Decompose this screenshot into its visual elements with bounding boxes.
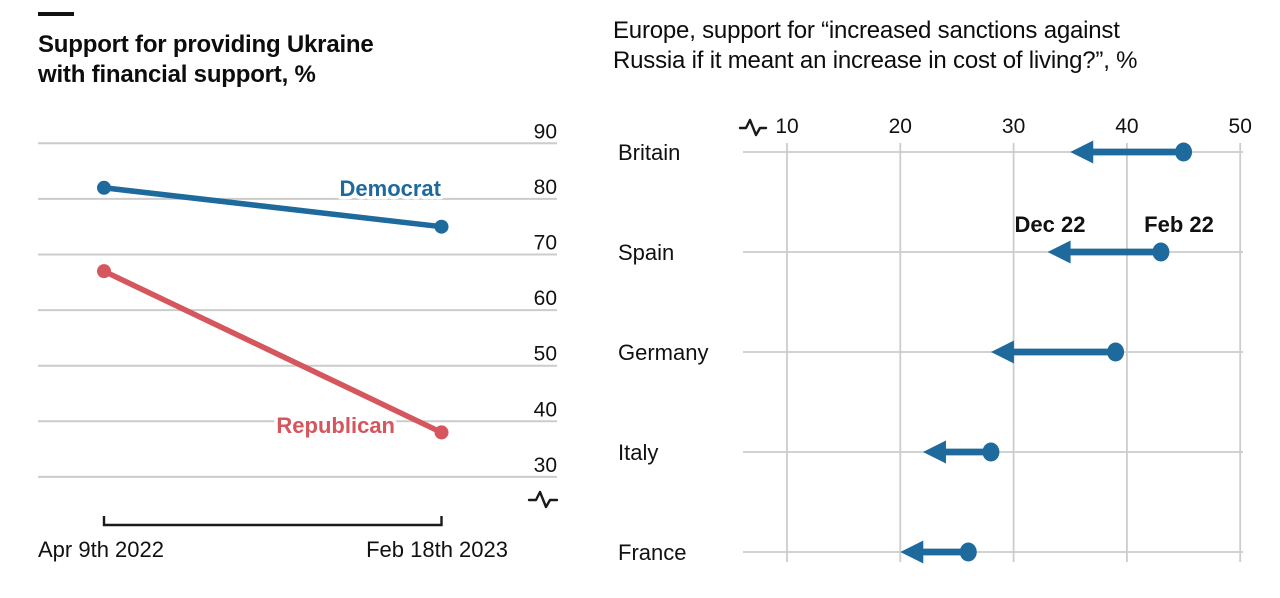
series-label-republican: Republican: [276, 413, 395, 438]
data-point-germany: [1107, 342, 1125, 362]
country-label-germany: Germany: [618, 340, 708, 365]
arrow-head-germany: [990, 340, 1014, 364]
left-line-chart: 90 80 70 60 50 40 30 Democrat Republican Apr 9th …: [38, 120, 559, 562]
y-tick-label-40: 40: [534, 398, 557, 421]
series-line-democrat: [101, 185, 445, 230]
right-chart-title-line2: Russia if it meant an increase in cost o…: [613, 47, 1138, 74]
x-label-end-date: Feb 18th 2023: [366, 537, 508, 562]
country-label-france: France: [618, 540, 686, 565]
data-point-republican-start: [97, 264, 111, 279]
y-tick-label-70: 70: [534, 232, 557, 255]
arrow-head-britain: [1070, 140, 1094, 164]
axis-break-icon: [527, 490, 559, 509]
arrow-head-italy: [922, 440, 946, 464]
x-tick-label-10: 10: [775, 115, 798, 138]
series-label-democrat: Democrat: [340, 176, 442, 201]
data-point-italy: [982, 442, 1000, 462]
arrow-head-spain: [1047, 240, 1071, 264]
left-chart-title-line1: Support for providing Ukraine: [38, 31, 374, 58]
y-tick-label-30: 30: [534, 454, 557, 477]
x-axis-bracket: [102, 516, 443, 527]
y-tick-label-90: 90: [534, 120, 557, 143]
arrow-head-france: [900, 540, 924, 564]
country-label-britain: Britain: [618, 140, 680, 165]
data-point-spain: [1152, 242, 1170, 262]
y-tick-label-50: 50: [534, 343, 557, 366]
x-tick-label-50: 50: [1229, 115, 1252, 138]
series-label-feb-22: Feb 22: [1144, 212, 1214, 237]
data-point-democrat-end: [434, 219, 449, 234]
x-tick-label-40: 40: [1115, 115, 1138, 138]
data-point-democrat-start: [97, 180, 111, 195]
x-tick-label-30: 30: [1002, 115, 1025, 138]
left-chart-title: Support for providing Ukraine with finan…: [38, 30, 374, 90]
y-tick-label-60: 60: [534, 287, 557, 310]
series-label-dec-22: Dec 22: [1015, 212, 1086, 237]
series-line-republican: [101, 268, 445, 436]
x-label-start-date: Apr 9th 2022: [38, 537, 164, 562]
data-point-republican-end: [434, 425, 449, 440]
right-arrow-chart: 10 20 30 40 50 Britain Spain Germany Italy France…: [618, 115, 1252, 565]
country-label-italy: Italy: [618, 440, 658, 465]
y-tick-label-80: 80: [534, 176, 557, 199]
country-label-spain: Spain: [618, 240, 674, 265]
top-rule: [38, 12, 74, 16]
right-chart-title-line1: Europe, support for “increased sanctions…: [613, 17, 1120, 44]
data-point-britain: [1175, 142, 1193, 162]
data-point-france: [959, 542, 977, 562]
right-chart-title: Europe, support for “increased sanctions…: [613, 16, 1138, 76]
axis-break-icon: [738, 118, 768, 137]
x-tick-label-20: 20: [889, 115, 912, 138]
left-chart-title-line2: with financial support, %: [38, 61, 316, 88]
